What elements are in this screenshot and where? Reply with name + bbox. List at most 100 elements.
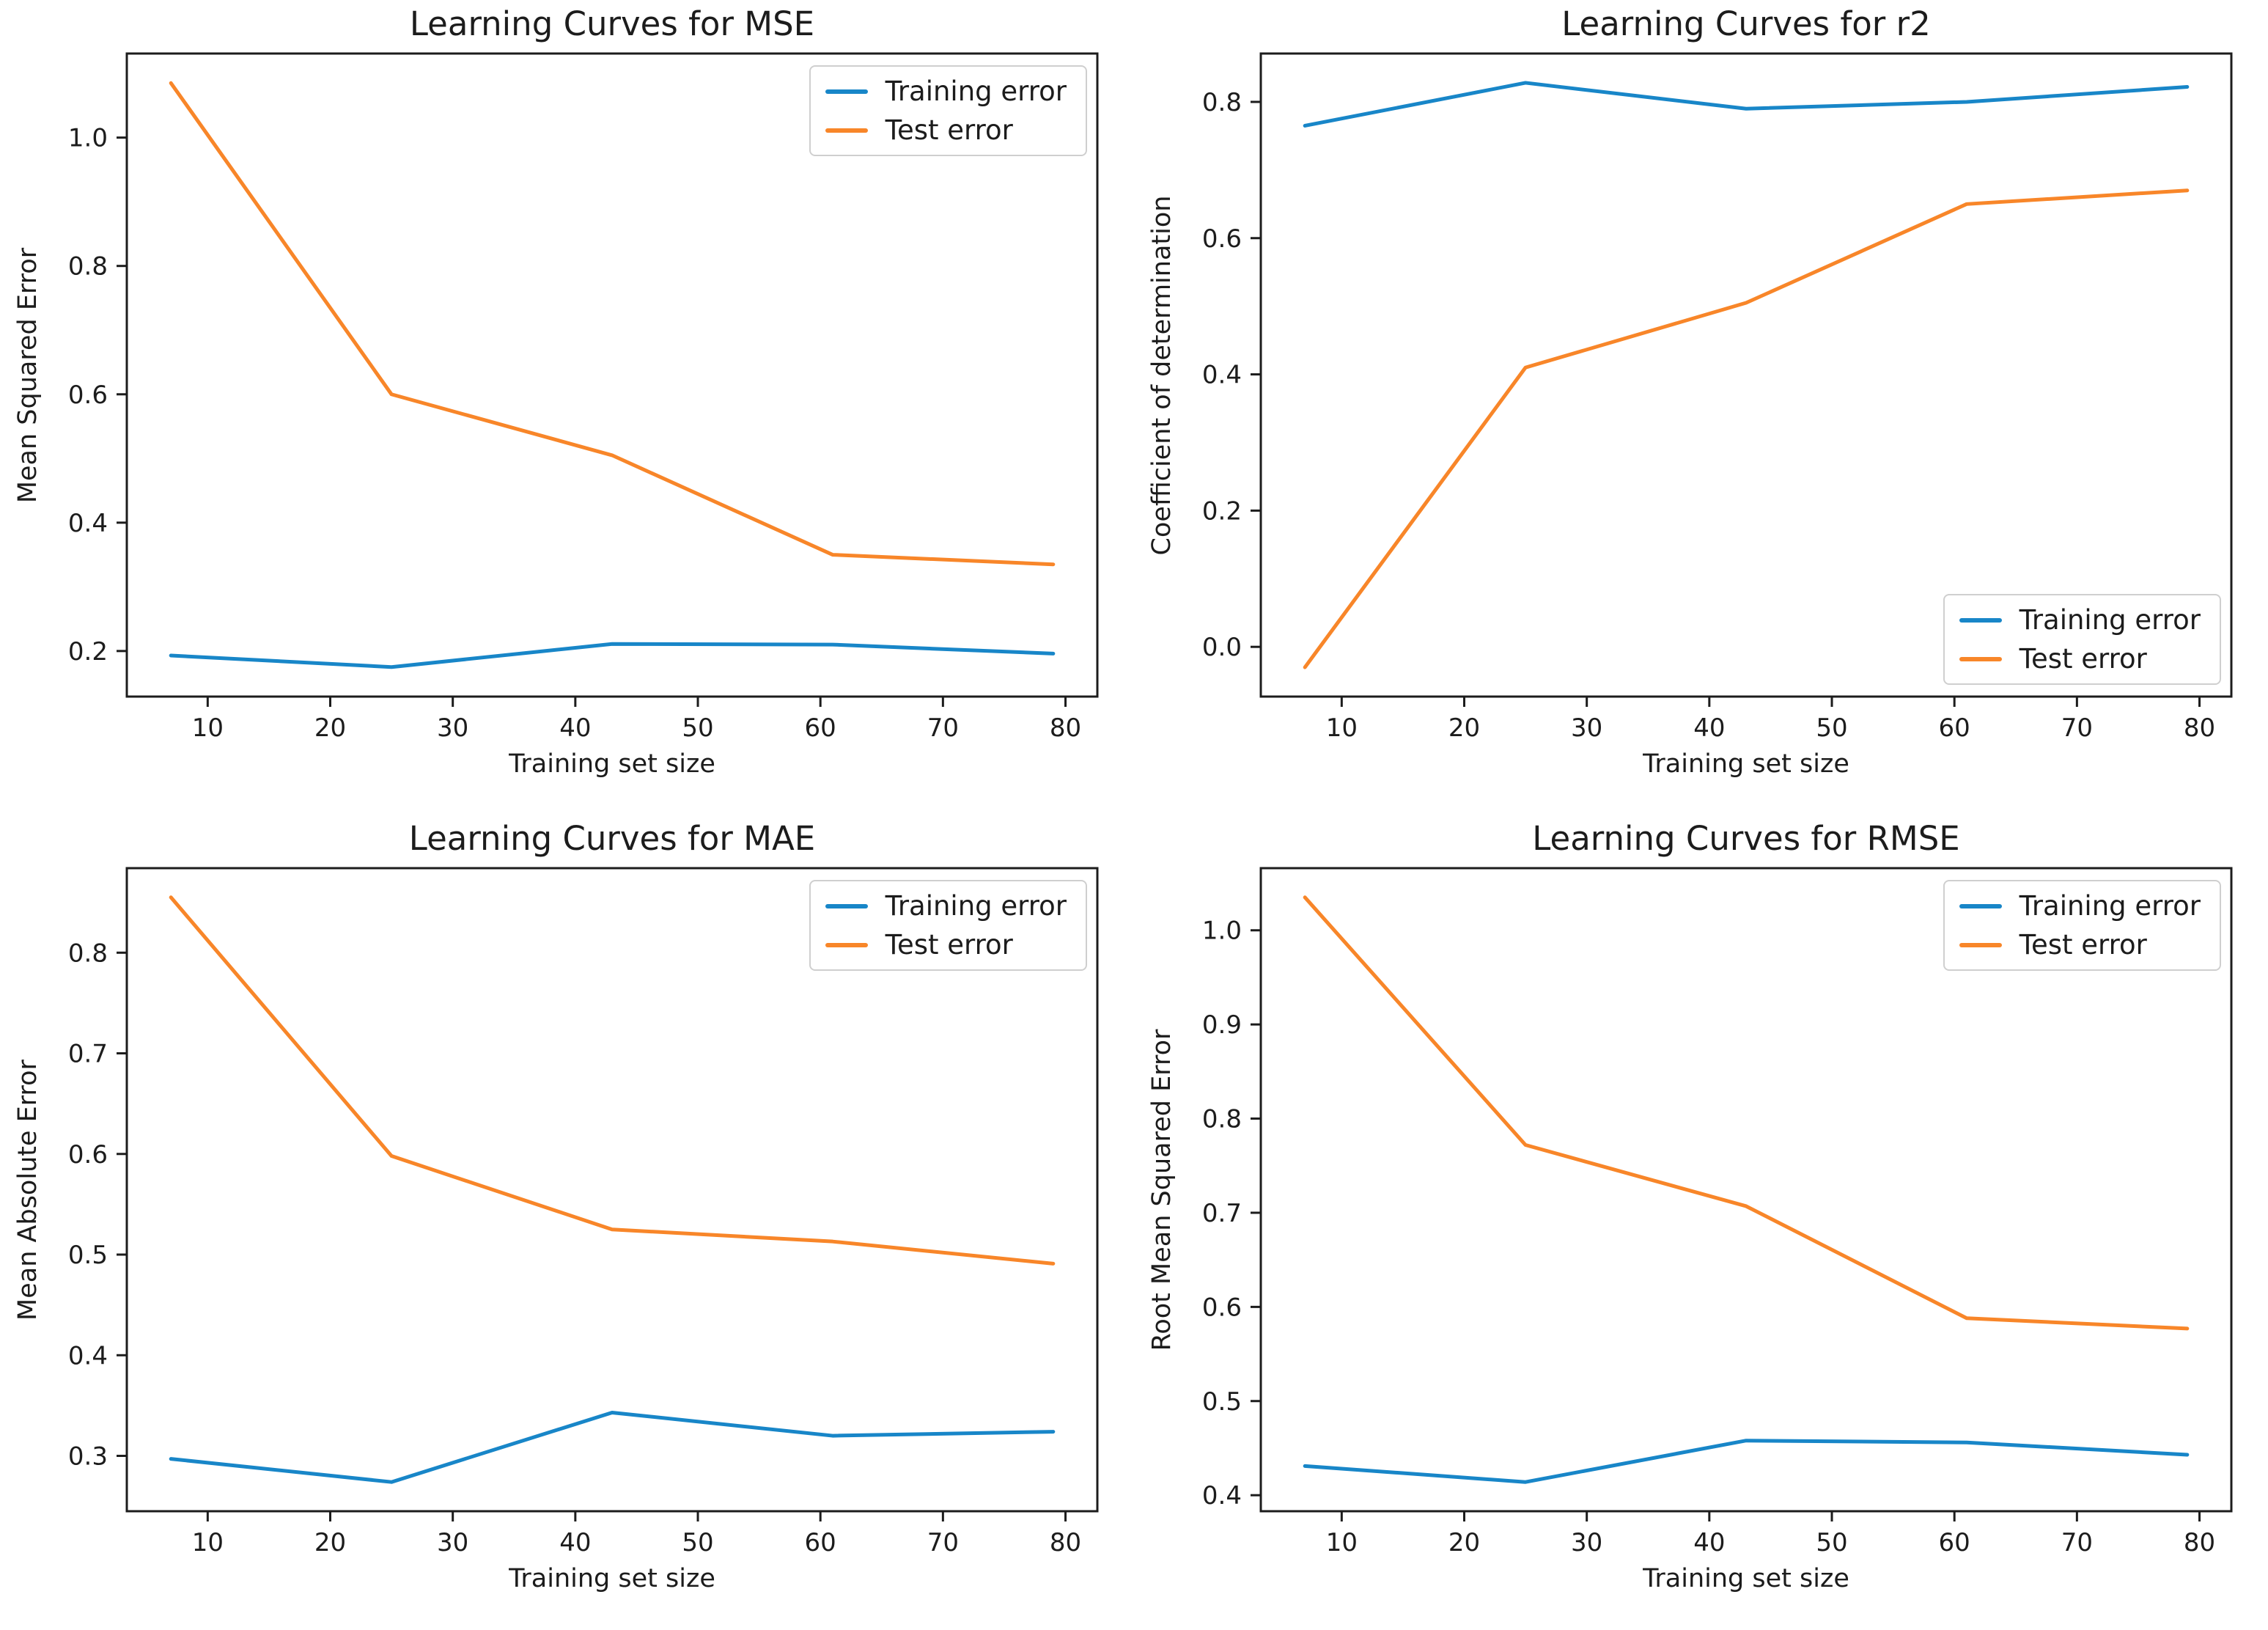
y-tick-label: 0.4	[1202, 361, 1242, 390]
x-tick-label: 20	[1448, 1528, 1480, 1557]
test-error-swatch-icon	[825, 942, 868, 947]
legend-label: Test error	[2019, 929, 2147, 961]
y-tick-label: 0.5	[1202, 1387, 1242, 1417]
legend-entry-test-error: Test error	[825, 114, 1067, 146]
x-tick-label: 80	[1050, 713, 1081, 743]
y-tick-label: 0.6	[68, 1140, 108, 1170]
training-error-swatch-icon	[825, 903, 868, 908]
y-tick-label: 0.4	[68, 1341, 108, 1370]
legend-entry-training-error: Training error	[1959, 890, 2201, 922]
test-error-swatch-icon	[1959, 942, 2002, 947]
chart-title: Learning Curves for MSE	[409, 4, 815, 43]
x-axis-label: Training set size	[509, 1564, 715, 1593]
x-tick-label: 30	[1571, 713, 1602, 743]
y-tick-label: 0.4	[1202, 1481, 1242, 1510]
training-error-line	[169, 642, 1056, 669]
y-tick-label: 0.0	[1202, 633, 1242, 662]
plot-spines	[125, 867, 1099, 1513]
training-error-swatch-icon	[1959, 617, 2002, 623]
y-tick-label: 0.6	[68, 381, 108, 410]
x-tick-label: 70	[927, 713, 959, 743]
legend: Training error Test error	[1943, 880, 2221, 971]
legend-label: Test error	[885, 114, 1013, 146]
y-tick-label: 0.7	[1202, 1199, 1242, 1228]
chart-title: Learning Curves for r2	[1561, 4, 1931, 43]
subplot-rmse: Learning Curves for RMSE Root Mean Squar…	[1134, 815, 2268, 1629]
test-error-line	[1303, 895, 2190, 1331]
x-axis-label: Training set size	[1643, 749, 1849, 779]
legend-entry-training-error: Training error	[1959, 604, 2201, 636]
legend: Training error Test error	[1943, 594, 2221, 685]
x-tick-label: 50	[682, 713, 713, 743]
training-error-swatch-icon	[825, 89, 868, 94]
x-tick-label: 50	[1816, 1528, 1847, 1557]
x-tick-label: 50	[682, 1528, 713, 1557]
legend-label: Training error	[2019, 890, 2201, 922]
training-error-swatch-icon	[1959, 903, 2002, 908]
training-error-line	[169, 1410, 1056, 1484]
test-error-line	[169, 895, 1056, 1266]
x-axis-label: Training set size	[1643, 1564, 1849, 1593]
x-axis-label: Training set size	[509, 749, 715, 779]
x-tick-label: 40	[559, 1528, 591, 1557]
x-tick-label: 10	[1326, 713, 1358, 743]
y-tick-label: 0.7	[68, 1040, 108, 1069]
x-tick-label: 60	[805, 1528, 836, 1557]
plot-spines	[125, 52, 1099, 698]
legend: Training error Test error	[809, 880, 1087, 971]
chart-title: Learning Curves for RMSE	[1532, 819, 1960, 858]
x-tick-label: 70	[2061, 713, 2093, 743]
legend-entry-test-error: Test error	[1959, 929, 2201, 961]
y-tick-label: 1.0	[1202, 917, 1242, 946]
x-tick-label: 30	[437, 1528, 468, 1557]
test-error-line	[169, 81, 1056, 567]
chart-canvas: 10 20 30 40 50 60 70 80 0.0 0.2 0.4 0.6 0.8	[1202, 52, 2233, 743]
legend-label: Training error	[2019, 604, 2201, 636]
chart-title: Learning Curves for MAE	[408, 819, 816, 858]
subplot-mse: Learning Curves for MSE Mean Squared Err…	[0, 0, 1134, 815]
chart-canvas: 10 20 30 40 50 60 70 80 0.2 0.4 0.6 0.8 1.0	[68, 52, 1099, 743]
subplot-mae: Learning Curves for MAE Mean Absolute Er…	[0, 815, 1134, 1629]
x-tick-label: 70	[2061, 1528, 2093, 1557]
chart-canvas: 10 20 30 40 50 60 70 80 0.4 0.5 0.6 0.7 0.8 0.9 1.0	[1202, 867, 2233, 1557]
legend: Training error Test error	[809, 65, 1087, 156]
y-tick-label: 0.6	[1202, 224, 1242, 254]
x-tick-label: 40	[559, 713, 591, 743]
x-tick-label: 30	[1571, 1528, 1602, 1557]
y-tick-label: 0.8	[68, 939, 108, 968]
x-tick-label: 20	[1448, 713, 1480, 743]
x-tick-label: 70	[927, 1528, 959, 1557]
y-tick-label: 0.9	[1202, 1010, 1242, 1040]
training-error-line	[1303, 1439, 2190, 1484]
y-tick-label: 0.8	[1202, 1105, 1242, 1134]
legend-entry-test-error: Test error	[825, 929, 1067, 961]
legend-label: Training error	[885, 76, 1067, 107]
x-tick-label: 80	[2184, 713, 2215, 743]
x-tick-label: 60	[805, 713, 836, 743]
subplot-r2: Learning Curves for r2 Coefficient of de…	[1134, 0, 2268, 815]
test-error-line	[1303, 188, 2190, 669]
x-tick-label: 10	[192, 1528, 224, 1557]
test-error-swatch-icon	[1959, 656, 2002, 661]
x-tick-label: 30	[437, 713, 468, 743]
y-tick-label: 0.8	[1202, 88, 1242, 117]
legend-entry-training-error: Training error	[825, 890, 1067, 922]
x-tick-label: 10	[192, 713, 224, 743]
x-tick-label: 60	[1939, 1528, 1970, 1557]
legend-label: Test error	[2019, 643, 2147, 675]
training-error-line	[1303, 81, 2190, 128]
chart-canvas: 10 20 30 40 50 60 70 80 0.3 0.4 0.5 0.6 0.7 0.8	[68, 867, 1099, 1557]
legend-entry-training-error: Training error	[825, 76, 1067, 107]
y-tick-label: 0.2	[1202, 496, 1242, 526]
test-error-swatch-icon	[825, 128, 868, 133]
x-tick-label: 80	[1050, 1528, 1081, 1557]
x-tick-label: 20	[314, 1528, 346, 1557]
x-tick-label: 40	[1693, 713, 1725, 743]
plot-spines	[1259, 867, 2233, 1513]
y-tick-label: 1.0	[68, 124, 108, 153]
y-tick-label: 0.6	[1202, 1293, 1242, 1322]
x-tick-label: 80	[2184, 1528, 2215, 1557]
legend-label: Test error	[885, 929, 1013, 961]
y-tick-label: 0.2	[68, 637, 108, 667]
